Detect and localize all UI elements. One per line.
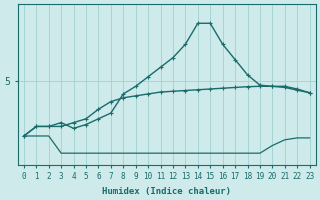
X-axis label: Humidex (Indice chaleur): Humidex (Indice chaleur) xyxy=(102,187,231,196)
